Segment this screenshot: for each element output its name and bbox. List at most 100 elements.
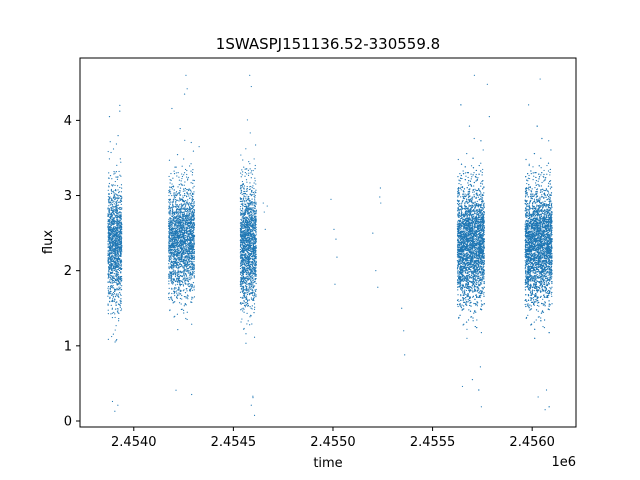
data-point <box>168 276 171 278</box>
data-point <box>114 278 116 281</box>
data-point <box>111 191 113 193</box>
data-point <box>181 246 183 248</box>
data-point <box>181 204 183 206</box>
data-point <box>180 289 182 291</box>
data-point <box>191 193 194 195</box>
data-point <box>179 262 181 264</box>
data-point <box>187 298 189 300</box>
data-point <box>116 262 118 264</box>
data-point <box>177 239 179 241</box>
data-point <box>112 250 114 252</box>
data-point <box>112 296 114 298</box>
data-point <box>250 307 252 309</box>
data-point <box>117 312 119 314</box>
data-point <box>254 220 257 222</box>
data-point <box>192 282 195 284</box>
data-point <box>252 207 254 209</box>
data-point <box>191 393 193 396</box>
data-point <box>244 306 246 308</box>
data-point <box>168 274 170 276</box>
data-point <box>240 213 242 216</box>
data-point <box>109 293 111 295</box>
data-point <box>168 266 170 269</box>
data-point <box>120 300 122 302</box>
data-point <box>109 249 111 251</box>
data-point <box>171 280 174 282</box>
data-point <box>251 216 253 218</box>
data-point <box>115 222 117 224</box>
data-point <box>111 300 113 303</box>
data-point <box>169 309 171 311</box>
data-point <box>119 208 121 210</box>
data-point <box>120 219 122 221</box>
data-point <box>193 277 195 279</box>
data-point <box>171 273 173 275</box>
data-point <box>114 288 116 290</box>
data-point <box>116 282 118 284</box>
data-point <box>189 248 191 250</box>
data-point <box>191 231 193 233</box>
data-point <box>118 221 120 224</box>
data-point <box>252 264 254 266</box>
data-point <box>172 232 174 234</box>
data-point <box>175 198 177 201</box>
data-point <box>119 231 121 233</box>
data-point <box>119 174 121 176</box>
data-point <box>179 187 182 189</box>
data-point <box>177 274 179 276</box>
data-point <box>118 287 121 290</box>
data-point <box>173 198 175 200</box>
data-point <box>177 220 180 222</box>
data-point <box>183 207 185 209</box>
data-point <box>243 277 245 279</box>
data-point <box>249 168 251 170</box>
data-point <box>193 275 195 277</box>
data-point <box>240 191 243 193</box>
data-point <box>254 205 256 208</box>
data-point <box>110 209 112 211</box>
data-point <box>242 254 245 256</box>
data-point <box>253 256 256 258</box>
data-point <box>175 191 178 193</box>
data-point <box>119 293 122 295</box>
data-point <box>184 190 186 192</box>
data-point <box>116 279 119 281</box>
data-points <box>107 74 553 416</box>
data-point <box>117 293 119 295</box>
data-point <box>250 261 252 263</box>
data-point <box>173 170 175 172</box>
data-point <box>184 243 186 245</box>
data-point <box>174 166 176 168</box>
data-point <box>178 288 180 290</box>
data-point <box>168 280 170 282</box>
data-point <box>185 296 187 298</box>
data-point <box>111 184 113 186</box>
data-point <box>179 263 181 265</box>
data-point <box>193 201 195 203</box>
data-point <box>253 235 255 237</box>
data-point <box>254 164 256 167</box>
data-point <box>193 241 195 243</box>
data-point <box>254 200 256 202</box>
data-point <box>249 202 251 204</box>
data-point <box>118 312 120 314</box>
data-point <box>175 166 177 168</box>
data-point <box>117 222 120 224</box>
data-point <box>177 224 179 226</box>
data-point <box>174 254 176 256</box>
data-point <box>184 268 186 271</box>
data-point <box>110 192 113 194</box>
data-point <box>174 217 177 219</box>
data-point <box>116 259 118 261</box>
data-point <box>107 150 109 153</box>
data-point <box>182 228 184 230</box>
data-point <box>118 238 120 241</box>
data-point <box>182 284 184 286</box>
data-point <box>189 216 192 218</box>
data-point <box>239 252 241 254</box>
data-point <box>176 245 178 248</box>
data-point <box>246 217 249 219</box>
data-point <box>175 231 177 234</box>
data-point <box>107 213 109 215</box>
data-point <box>109 264 111 266</box>
